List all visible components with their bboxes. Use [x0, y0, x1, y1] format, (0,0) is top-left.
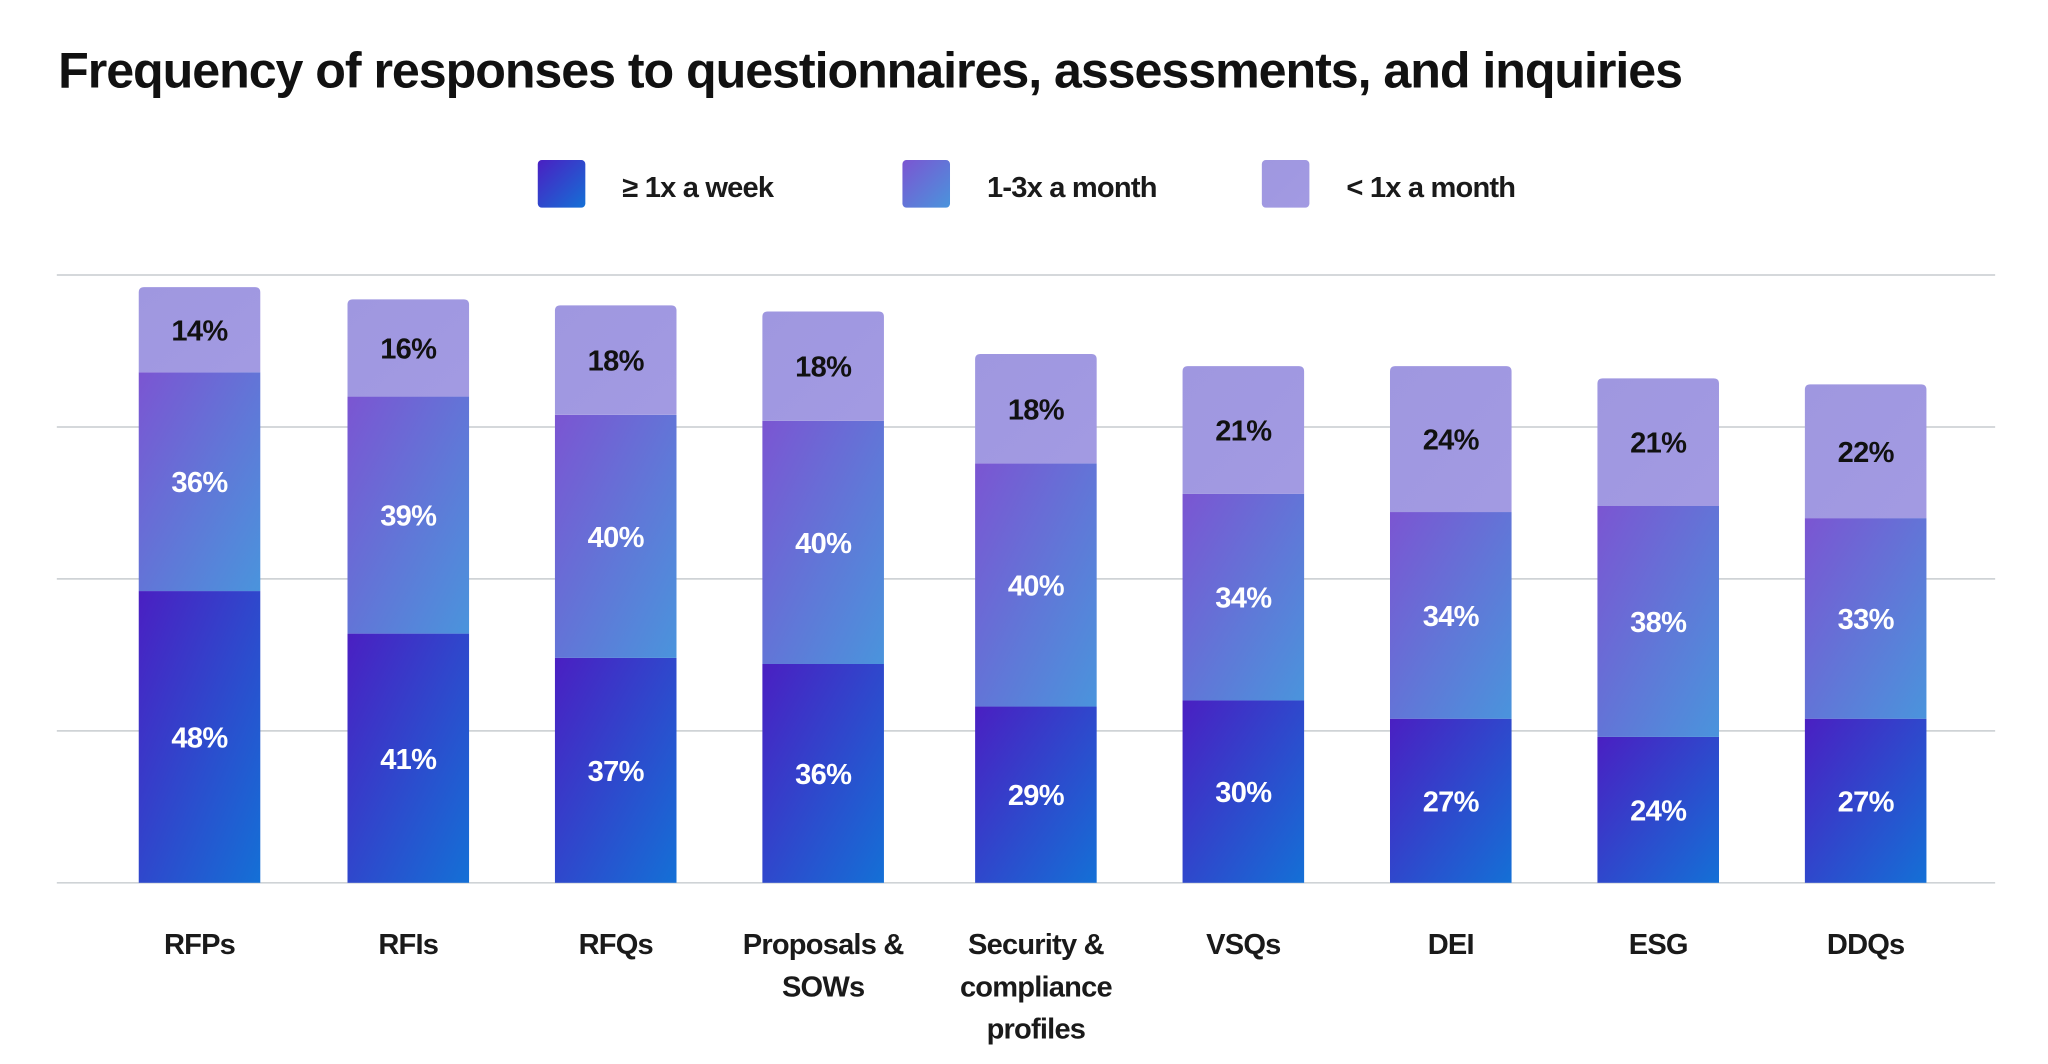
bar-stack: 24% 38% 21%: [1597, 378, 1719, 883]
bar-segment: [1389, 718, 1512, 883]
bar-segment: [1804, 518, 1927, 719]
data-label: 40%: [1008, 571, 1065, 603]
bar-stack: 36% 40% 18%: [762, 311, 884, 883]
data-label: 27%: [1423, 786, 1480, 818]
category-label: DDQs: [1827, 929, 1905, 961]
bar-segment: [1182, 366, 1305, 494]
bar-segment: [554, 414, 677, 658]
bar-segment: [762, 663, 884, 883]
category-label: DEI: [1428, 929, 1474, 961]
data-label: 40%: [795, 528, 852, 560]
bar-segment: [975, 354, 1097, 464]
data-label: 40%: [588, 522, 645, 554]
data-label: 36%: [171, 467, 228, 499]
bar-stack: 48% 36% 14%: [138, 287, 261, 883]
bar-segment: [138, 287, 261, 373]
data-label: 34%: [1423, 601, 1480, 633]
legend-swatch: [902, 160, 951, 208]
data-label: 30%: [1215, 777, 1272, 809]
data-label: 33%: [1838, 604, 1895, 636]
bar-segment: [1389, 512, 1512, 719]
bar-segment: [1597, 736, 1719, 883]
bars: 48% 36% 14% 41% 39% 16% 37% 40% 18% 36% 40% 18% 29% 4…: [138, 287, 1927, 883]
chart-title: Frequency of responses to questionnaires…: [58, 42, 1682, 98]
category-label: Proposals &: [743, 929, 905, 961]
bar-segment: [138, 372, 261, 592]
category-label: profiles: [987, 1014, 1086, 1046]
legend-swatch: [537, 160, 586, 208]
data-label: 21%: [1215, 416, 1272, 448]
bar-stack: 27% 34% 24%: [1389, 366, 1512, 883]
bar-segment: [1182, 700, 1305, 883]
category-label: RFIs: [378, 929, 438, 961]
data-label: 37%: [588, 756, 645, 788]
bar-segment: [1804, 718, 1927, 883]
data-label: 16%: [380, 334, 437, 366]
bar-segment: [347, 299, 470, 397]
category-label: Security &: [968, 929, 1105, 961]
category-label: RFQs: [579, 929, 653, 961]
data-label: 48%: [171, 723, 228, 755]
data-label: 14%: [171, 315, 228, 347]
bar-segment: [347, 396, 470, 634]
data-label: 27%: [1838, 786, 1895, 818]
category-label: compliance: [960, 971, 1113, 1003]
data-label: 22%: [1838, 437, 1895, 469]
data-label: 18%: [795, 352, 852, 384]
bar-stack: 30% 34% 21%: [1182, 366, 1305, 883]
legend-label: 1-3x a month: [987, 172, 1157, 204]
bar-segment: [762, 311, 884, 421]
data-label: 36%: [795, 759, 852, 791]
bar-segment: [975, 706, 1097, 883]
bar-segment: [1804, 384, 1927, 519]
bar-stack: 29% 40% 18%: [975, 354, 1097, 883]
legend-label: ≥ 1x a week: [622, 172, 775, 204]
bar-segment: [554, 657, 677, 883]
bar-segment: [762, 420, 884, 664]
category-labels: RFPs RFIs RFQs Proposals & SOWs Security & com…: [164, 929, 1905, 1046]
bar-stack: 37% 40% 18%: [554, 305, 677, 883]
data-label: 18%: [588, 346, 645, 378]
category-label: RFPs: [164, 929, 235, 961]
bar-segment: [975, 463, 1097, 707]
legend: ≥ 1x a week 1-3x a month < 1x a month: [537, 160, 1516, 208]
bar-segment: [347, 633, 470, 883]
data-label: 21%: [1630, 428, 1687, 460]
data-label: 41%: [380, 744, 437, 776]
category-label: SOWs: [782, 971, 864, 1003]
bar-segment: [1597, 378, 1719, 506]
category-label: ESG: [1629, 929, 1688, 961]
data-label: 39%: [380, 501, 437, 533]
data-label: 38%: [1630, 607, 1687, 639]
bar-segment: [554, 305, 677, 415]
bar-segment: [1389, 366, 1512, 513]
data-label: 24%: [1630, 795, 1687, 827]
legend-label: < 1x a month: [1346, 172, 1515, 204]
data-label: 34%: [1215, 583, 1272, 615]
bar-segment: [138, 591, 261, 883]
bar-segment: [1182, 493, 1305, 701]
bar-stack: 41% 39% 16%: [347, 299, 470, 883]
category-label: VSQs: [1206, 929, 1280, 961]
bar-stack: 27% 33% 22%: [1804, 384, 1927, 883]
data-label: 24%: [1423, 425, 1480, 457]
data-label: 29%: [1008, 780, 1065, 812]
data-label: 18%: [1008, 394, 1065, 426]
legend-swatch: [1261, 160, 1310, 208]
bar-segment: [1597, 505, 1719, 737]
